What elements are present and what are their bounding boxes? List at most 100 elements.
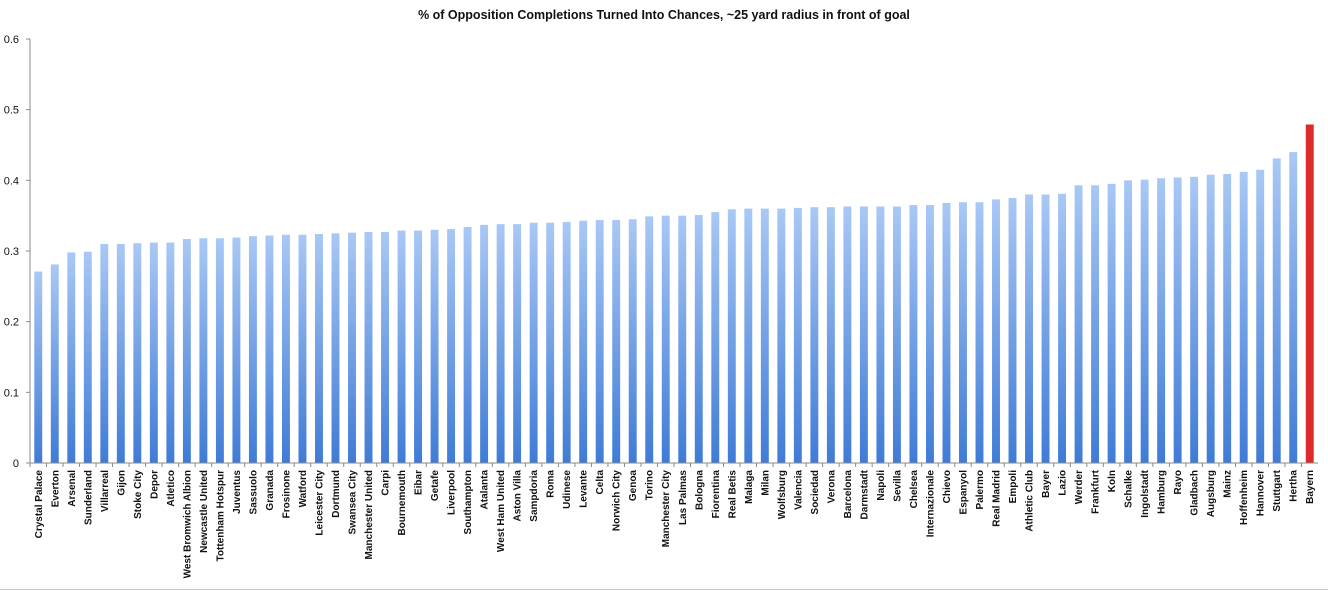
bar-hannover: [1256, 169, 1265, 463]
y-tick-label: 0.6: [4, 34, 19, 46]
bar-empoli: [1008, 198, 1017, 463]
bar-sunderland: [83, 251, 92, 463]
bar-hamburg: [1157, 178, 1166, 464]
x-tick-label: Real Madrid: [992, 470, 1003, 527]
bar-sassuolo: [248, 236, 257, 463]
bar-palermo: [975, 202, 984, 464]
x-tick-label: Roma: [546, 470, 557, 498]
x-tick-label: Werder: [1074, 470, 1085, 504]
x-tick-label: Crystal Palace: [34, 470, 45, 539]
x-tick-label: Norwich City: [612, 470, 623, 532]
x-tick-label: Levante: [579, 470, 590, 508]
bar-watford: [298, 234, 307, 463]
x-tick-label: Chievo: [942, 470, 953, 503]
bar-bologna: [694, 214, 703, 463]
bar-sevilla: [892, 206, 901, 464]
bar-augsburg: [1206, 174, 1215, 463]
x-tick-label: Rayo: [1173, 470, 1184, 494]
x-tick-label: Sassuolo: [248, 470, 259, 514]
bar-crystal-palace: [34, 271, 43, 463]
x-tick-label: Augsburg: [1206, 470, 1217, 517]
bar-fiorentina: [711, 212, 720, 463]
x-tick-label: Torino: [645, 470, 656, 500]
bar-athletic-club: [1025, 194, 1033, 463]
x-tick-label: Schalke: [1124, 470, 1135, 508]
bar-west-ham-united: [496, 224, 505, 463]
x-tick-label: Bournemouth: [397, 470, 408, 536]
bar-manchester-united: [364, 231, 373, 463]
bar-norwich-city: [612, 219, 621, 463]
x-tick-label: Frankfurt: [1091, 469, 1102, 514]
x-tick-label: Las Palmas: [678, 470, 689, 525]
x-tick-label: Hoffenheim: [1239, 470, 1250, 525]
bar-carpi: [381, 231, 389, 463]
x-tick-label: Valencia: [793, 470, 804, 510]
bar-lazio: [1058, 193, 1067, 463]
x-tick-label: Athletic Club: [1025, 470, 1036, 532]
x-tick-label: Gladbach: [1190, 470, 1201, 516]
x-tick-label: Wolfsburg: [777, 470, 788, 519]
bar-las-palmas: [678, 215, 687, 463]
bar-atletico: [166, 242, 175, 463]
y-tick-label: 0.3: [4, 246, 19, 258]
x-tick-label: Hertha: [1289, 470, 1300, 502]
x-tick-label: Manchester United: [364, 470, 375, 559]
bar-wolfsburg: [777, 208, 786, 463]
x-tick-label: Milan: [760, 470, 771, 496]
x-tick-label: Watford: [298, 470, 309, 507]
bar-atalanta: [480, 224, 489, 463]
bar-udinese: [562, 222, 571, 463]
chart-title: % of Opposition Completions Turned Into …: [418, 8, 910, 22]
x-tick-label: West Bromwich Albion: [182, 470, 193, 578]
bar-torino: [645, 216, 654, 463]
x-tick-label: Bologna: [694, 470, 705, 510]
x-tick-label: Sevilla: [892, 470, 903, 502]
bar-milan: [760, 208, 769, 463]
bar-schalke: [1124, 180, 1133, 464]
x-tick-label: Ingolstadt: [1140, 469, 1151, 517]
x-tick-label: Stoke City: [133, 470, 144, 519]
x-tick-label: Granada: [265, 470, 276, 511]
bar-sociedad: [810, 207, 819, 463]
bar-bournemouth: [397, 230, 406, 463]
bar-real-betis: [727, 209, 736, 463]
bar-leicester-city: [315, 234, 323, 463]
y-tick-label: 0: [13, 458, 19, 470]
y-tick-label: 0.5: [4, 105, 19, 117]
bar-juventus: [232, 237, 241, 463]
bar-everton: [50, 264, 59, 463]
x-tick-label: Udinese: [562, 470, 573, 509]
bar-tottenham-hotspur: [215, 238, 224, 463]
x-tick-label: Manchester City: [661, 470, 672, 548]
x-tick-label: Fiorentina: [711, 470, 722, 519]
bar-werder: [1074, 185, 1083, 463]
y-tick-label: 0.2: [4, 317, 19, 329]
bar-newcastle-united: [199, 238, 208, 463]
x-tick-label: Aston Villa: [513, 470, 524, 522]
x-tick-label: West Ham United: [496, 470, 507, 552]
bar-chelsea: [909, 205, 918, 464]
y-tick-label: 0.1: [4, 387, 19, 399]
bar-malaga: [744, 208, 753, 463]
bar-levante: [579, 220, 588, 463]
bar-chievo: [942, 202, 951, 464]
bar-genoa: [628, 219, 637, 463]
bar-frosinone: [281, 234, 290, 463]
bottom-border: [0, 589, 1328, 590]
x-tick-label: Real Betis: [727, 470, 738, 519]
x-tick-label: Depor: [149, 470, 160, 499]
x-tick-label: Southampton: [463, 470, 474, 534]
y-tick-label: 0.4: [4, 175, 19, 187]
x-tick-label: Lazio: [1058, 470, 1069, 496]
x-tick-label: Napoli: [876, 470, 887, 501]
x-tick-label: Newcastle United: [199, 470, 210, 553]
bar-villarreal: [100, 243, 109, 463]
bar-liverpool: [447, 229, 456, 463]
bar-real-madrid: [992, 199, 1000, 463]
bar-rayo: [1173, 177, 1182, 464]
bar-dortmund: [331, 233, 340, 463]
x-tick-label: Tottenham Hotspur: [215, 470, 226, 562]
bar-getafe: [430, 229, 439, 463]
bar-stoke-city: [133, 243, 142, 463]
bar-valencia: [793, 207, 802, 463]
